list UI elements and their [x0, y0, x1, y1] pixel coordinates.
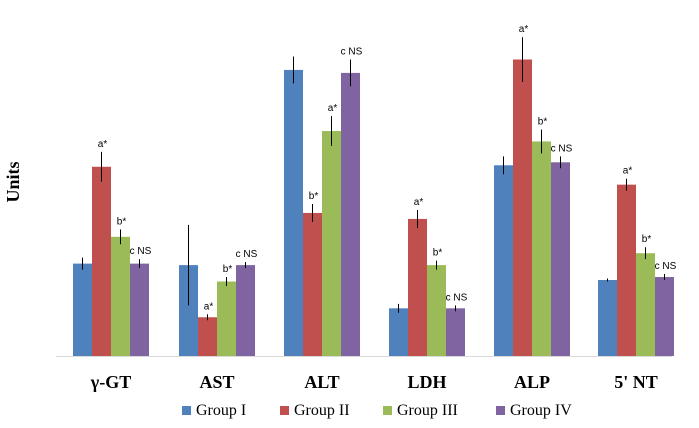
bar-3-3	[322, 131, 341, 356]
bar-2-1	[92, 166, 111, 356]
data-label-4-2: c NS	[236, 249, 258, 260]
category-labels-group: γ-GT AST ALT LDH ALP 5' NT	[90, 372, 658, 392]
legend-swatch-1	[182, 406, 191, 415]
data-label-3-1: b*	[117, 216, 127, 227]
bar-1-5	[494, 165, 513, 356]
bar-2-4	[408, 218, 427, 356]
bar-1-6	[598, 280, 617, 356]
bar-3-2	[217, 281, 236, 356]
category-label-5: ALP	[514, 372, 550, 392]
y-axis-label: Units	[3, 161, 23, 202]
bar-1-3	[284, 69, 303, 357]
data-label-4-4: c NS	[446, 292, 468, 303]
bar-4-1	[130, 263, 149, 356]
bar-4-6	[655, 277, 674, 356]
category-label-2: AST	[199, 372, 234, 392]
bar-1-4	[389, 308, 408, 356]
category-label-1: γ-GT	[90, 372, 131, 392]
data-label-4-6: c NS	[655, 261, 677, 272]
bar-3-6	[636, 253, 655, 356]
category-label-6: 5' NT	[614, 372, 658, 392]
data-label-2-5: a*	[519, 24, 529, 35]
category-label-4: LDH	[407, 372, 446, 392]
bars-group: a*b*c NSa*b*c NSb*a*c NSa*b*c NSa*b*c NS…	[73, 24, 677, 357]
data-label-3-5: b*	[538, 117, 548, 128]
bar-4-2	[236, 265, 255, 356]
legend-swatch-3	[383, 406, 392, 415]
bar-1-2	[179, 265, 198, 356]
data-label-2-4: a*	[414, 197, 424, 208]
data-label-2-3: b*	[309, 191, 319, 202]
bar-4-4	[446, 308, 465, 356]
bar-4-5	[551, 162, 570, 356]
data-label-3-4: b*	[433, 248, 443, 259]
bar-1-1	[73, 263, 92, 356]
bar-3-1	[111, 236, 130, 356]
legend-label-4: Group IV	[510, 402, 572, 419]
data-label-4-3: c NS	[341, 46, 363, 57]
legend-label-2: Group II	[294, 402, 350, 419]
legend-label-1: Group I	[196, 402, 246, 419]
bar-4-3	[341, 72, 360, 357]
category-label-3: ALT	[304, 372, 339, 392]
legend-swatch-2	[280, 406, 289, 415]
legend-label-3: Group III	[397, 402, 458, 419]
bar-2-3	[303, 212, 322, 356]
bar-2-6	[617, 184, 636, 356]
data-label-4-1: c NS	[130, 246, 152, 257]
data-label-2-6: a*	[623, 166, 633, 177]
data-label-3-2: b*	[223, 264, 233, 275]
bar-3-5	[532, 141, 551, 356]
bar-3-4	[427, 265, 446, 356]
data-label-2-1: a*	[98, 139, 108, 150]
bar-2-2	[198, 317, 217, 356]
data-label-3-3: a*	[328, 103, 338, 114]
data-label-4-5: c NS	[551, 143, 573, 154]
data-label-2-2: a*	[204, 301, 214, 312]
legend: Group I Group II Group III Group IV	[182, 402, 572, 419]
y-axis-label-group: Units	[3, 161, 23, 202]
bar-2-5	[513, 59, 532, 357]
data-label-3-6: b*	[642, 234, 652, 245]
legend-swatch-4	[496, 406, 505, 415]
